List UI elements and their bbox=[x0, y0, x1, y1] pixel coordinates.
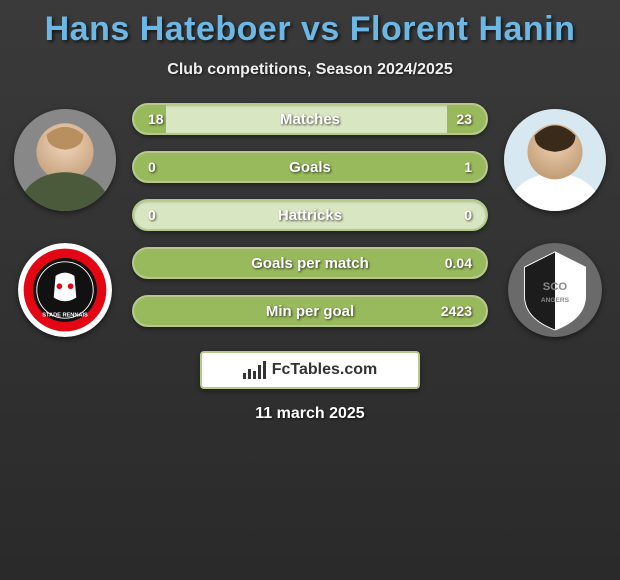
stat-label: Hattricks bbox=[134, 207, 486, 224]
right-club-badge: SCO ANGERS bbox=[508, 243, 602, 337]
stat-value-right: 23 bbox=[436, 111, 472, 127]
left-player-avatar bbox=[14, 109, 116, 211]
svg-text:STADE RENNAIS: STADE RENNAIS bbox=[42, 312, 88, 318]
source-text: FcTables.com bbox=[272, 361, 378, 379]
bar-chart-icon bbox=[243, 361, 266, 379]
stats-column: 18Matches230Goals10Hattricks0Goals per m… bbox=[132, 99, 488, 327]
avatar-placeholder-icon bbox=[14, 109, 116, 211]
right-player-column: SCO ANGERS bbox=[500, 99, 610, 337]
stat-row: 0Hattricks0 bbox=[132, 199, 488, 231]
page-title: Hans Hateboer vs Florent Hanin bbox=[10, 10, 610, 49]
svg-text:ANGERS: ANGERS bbox=[541, 297, 570, 304]
right-player-avatar bbox=[504, 109, 606, 211]
stat-row: 18Matches23 bbox=[132, 103, 488, 135]
stat-value-right: 2423 bbox=[436, 303, 472, 319]
source-badge: FcTables.com bbox=[200, 351, 420, 389]
left-club-badge: STADE RENNAIS bbox=[18, 243, 112, 337]
stat-row: 0Goals1 bbox=[132, 151, 488, 183]
stat-label: Goals bbox=[134, 159, 486, 176]
stat-row: Goals per match0.04 bbox=[132, 247, 488, 279]
club-badge-icon: SCO ANGERS bbox=[508, 243, 602, 337]
comparison-card: Hans Hateboer vs Florent Hanin Club comp… bbox=[0, 0, 620, 423]
left-player-column: STADE RENNAIS bbox=[10, 99, 120, 337]
date-line: 11 march 2025 bbox=[10, 405, 610, 423]
stat-label: Goals per match bbox=[134, 255, 486, 272]
stat-label: Min per goal bbox=[134, 303, 486, 320]
stat-value-right: 1 bbox=[436, 159, 472, 175]
club-badge-icon: STADE RENNAIS bbox=[18, 243, 112, 337]
subtitle: Club competitions, Season 2024/2025 bbox=[10, 61, 610, 79]
stat-value-right: 0.04 bbox=[436, 255, 472, 271]
stat-value-right: 0 bbox=[436, 207, 472, 223]
avatar-placeholder-icon bbox=[504, 109, 606, 211]
svg-text:SCO: SCO bbox=[543, 281, 568, 293]
main-row: STADE RENNAIS 18Matches230Goals10Hattric… bbox=[10, 99, 610, 337]
stat-row: Min per goal2423 bbox=[132, 295, 488, 327]
stat-label: Matches bbox=[134, 111, 486, 128]
